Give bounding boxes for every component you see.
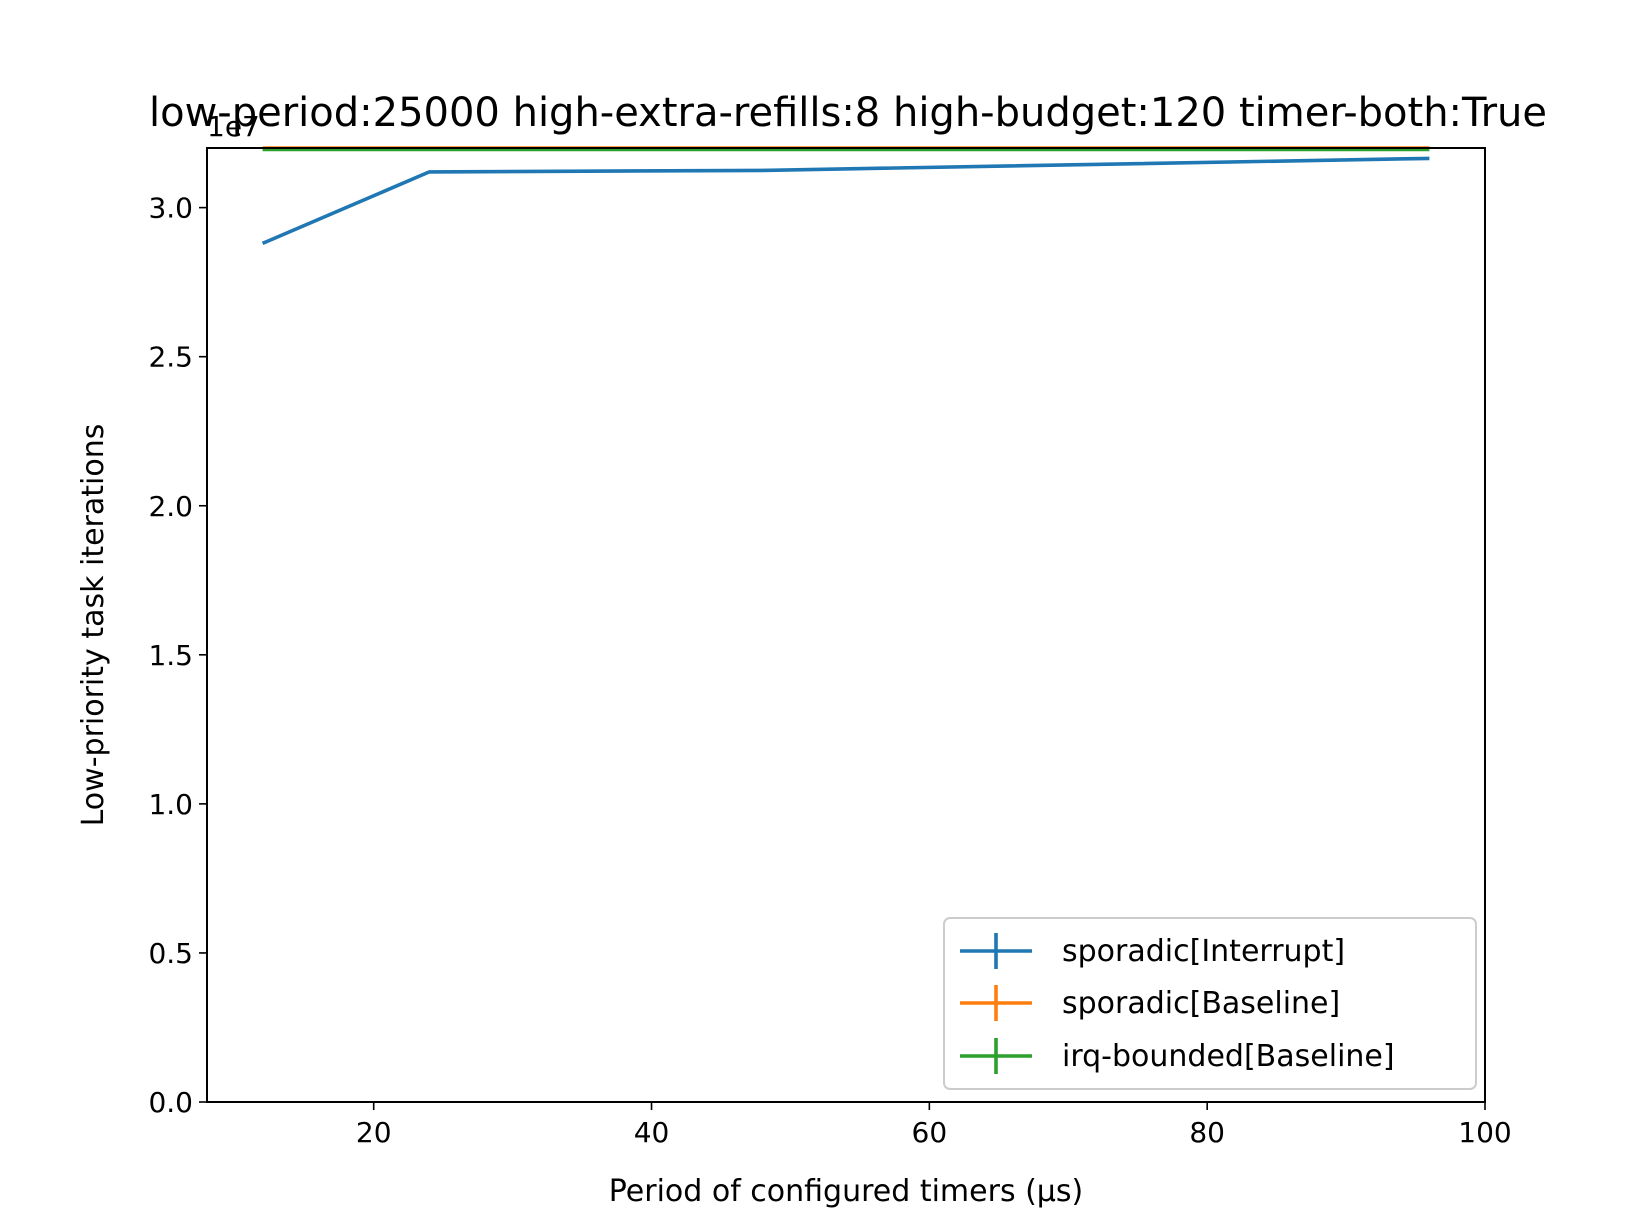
legend-label: sporadic[Baseline] [1062,986,1340,1021]
x-axis-label: Period of configured timers (µs) [609,1174,1083,1209]
y-tick-label: 2.0 [148,490,193,523]
y-tick-label: 1.0 [148,788,193,821]
legend-box [943,917,1477,1090]
plot-frame [206,147,1486,1103]
y-tick-label: 2.5 [148,341,193,374]
legend-label: sporadic[Interrupt] [1062,934,1345,969]
legend-label: irq-bounded[Baseline] [1062,1039,1395,1074]
ticks-layer: 20 40 60 80 100 0.0 0.5 1.0 1.5 2.0 2.5 3.0 [148,192,1511,1149]
x-tick-label: 80 [1189,1116,1225,1149]
x-tick-label: 20 [356,1116,392,1149]
x-tick-label: 100 [1458,1116,1511,1149]
x-tick-label: 40 [634,1116,670,1149]
y-tick-label: 1.5 [148,639,193,672]
series-line-0 [261,156,1430,246]
y-axis-label: Low-priority task iterations [76,424,111,827]
y-tick-label: 3.0 [148,192,193,225]
chart-title: low-period:25000 high-extra-refills:8 hi… [149,90,1547,136]
y-tick-label: 0.0 [148,1086,193,1119]
y-offset-label: 1e7 [207,110,260,143]
legend: sporadic[Interrupt] sporadic[Baseline] irq… [943,917,1477,1090]
y-tick-label: 0.5 [148,937,193,970]
x-tick-label: 60 [912,1116,948,1149]
